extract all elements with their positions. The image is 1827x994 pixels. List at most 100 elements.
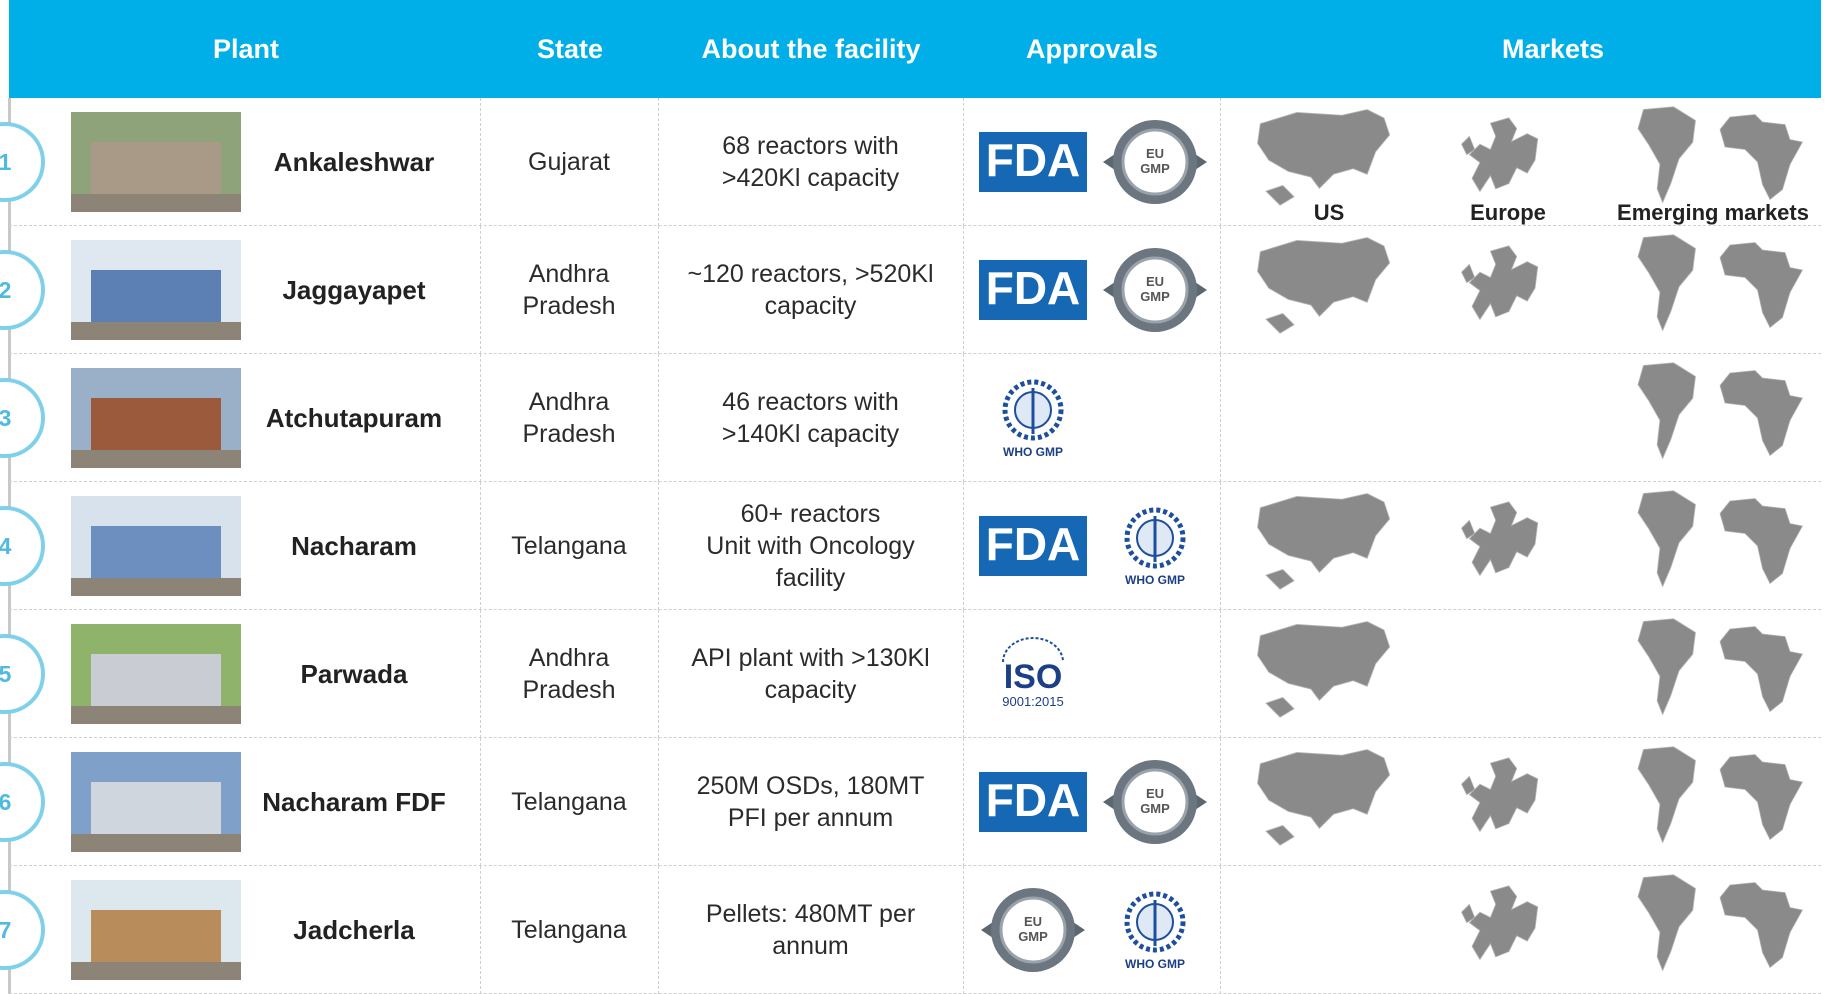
market-map <box>1629 744 1699 848</box>
market-label: US <box>1314 200 1345 226</box>
eu-text: GMP <box>1018 929 1048 944</box>
photo-building <box>91 142 221 197</box>
map-shape <box>1258 494 1390 590</box>
eu-text: EU <box>1146 146 1164 161</box>
column-divider <box>963 354 964 482</box>
about-cell: Pellets: 480MT perannum <box>658 866 963 994</box>
state-line: Andhra <box>529 642 610 674</box>
map-shape <box>1462 502 1538 576</box>
map-shape <box>1638 491 1695 587</box>
map-shape <box>1720 883 1803 968</box>
plant-name: Atchutapuram <box>239 354 469 482</box>
plant-photo <box>71 752 241 852</box>
page: PlantStateAbout the facilityApprovalsMar… <box>0 0 1827 994</box>
market-map <box>1451 874 1543 974</box>
market-map <box>1629 360 1699 464</box>
approval-logo: WHO GMP <box>1099 500 1211 592</box>
plant-photo <box>71 112 241 212</box>
plant-photo <box>71 496 241 596</box>
market-map <box>1629 488 1699 592</box>
about-line: Pellets: 480MT per <box>706 898 915 930</box>
map-shape <box>1720 115 1803 200</box>
about-cell: 60+ reactorsUnit with Oncologyfacility <box>658 482 963 610</box>
row-number: 4 <box>0 501 60 591</box>
map-shape <box>1638 363 1695 459</box>
photo-building <box>91 782 221 837</box>
photo-ground <box>71 706 241 724</box>
approval-logo: FDA <box>977 756 1089 848</box>
market-map <box>1629 232 1699 336</box>
row-number: 3 <box>0 373 60 463</box>
eu-text: EU <box>1146 786 1164 801</box>
market-map <box>1715 496 1805 586</box>
approval-logo: FDA <box>977 244 1089 336</box>
map-shape <box>1258 238 1390 334</box>
iso-text: ISO <box>1004 658 1063 696</box>
market-map <box>1451 106 1543 206</box>
state-cell: Gujarat <box>480 98 658 226</box>
state-line: Telangana <box>511 914 626 946</box>
market-map <box>1715 752 1805 842</box>
map-shape <box>1258 110 1390 206</box>
number-text: 1 <box>0 149 12 175</box>
column-divider <box>1220 98 1221 226</box>
about-cell: ~120 reactors, >520Klcapacity <box>658 226 963 354</box>
map-shape <box>1720 755 1803 840</box>
about-line: PFI per annum <box>728 802 893 834</box>
about-cell: 250M OSDs, 180MTPFI per annum <box>658 738 963 866</box>
photo-building <box>91 910 221 965</box>
state-cell: Telangana <box>480 738 658 866</box>
about-line: facility <box>776 562 845 594</box>
state-cell: AndhraPradesh <box>480 226 658 354</box>
table-row: Nacharam FDFTelangana250M OSDs, 180MTPFI… <box>9 738 1821 866</box>
state-line: Andhra <box>529 386 610 418</box>
market-map <box>1250 744 1400 848</box>
market-map <box>1451 490 1543 590</box>
eu-text: GMP <box>1140 801 1170 816</box>
header-cell: Plant <box>213 0 279 98</box>
state-cell: Telangana <box>480 866 658 994</box>
state-cell: AndhraPradesh <box>480 610 658 738</box>
state-line: Telangana <box>511 530 626 562</box>
about-line: >140Kl capacity <box>722 418 899 450</box>
column-divider <box>1220 354 1221 482</box>
column-divider <box>963 866 964 994</box>
market-map <box>1629 872 1699 976</box>
market-map <box>1250 232 1400 336</box>
market-map <box>1250 488 1400 592</box>
state-line: Pradesh <box>522 674 615 706</box>
market-map <box>1715 368 1805 458</box>
about-line: >420Kl capacity <box>722 162 899 194</box>
header-cell: State <box>537 0 603 98</box>
number-text: 6 <box>0 789 11 815</box>
market-map <box>1451 746 1543 846</box>
map-shape <box>1462 118 1538 192</box>
who-text: WHO GMP <box>1003 445 1063 459</box>
column-divider <box>963 98 964 226</box>
about-line: capacity <box>765 674 857 706</box>
photo-ground <box>71 962 241 980</box>
plant-name: Jaggayapet <box>239 226 469 354</box>
photo-building <box>91 526 221 581</box>
row-number: 1 <box>0 117 60 207</box>
approval-logo: FDA <box>977 116 1089 208</box>
approval-logo: EUGMP <box>1099 756 1211 848</box>
map-shape <box>1638 747 1695 843</box>
about-line: 60+ reactors <box>741 498 881 530</box>
plant-photo <box>71 880 241 980</box>
approval-logo: FDA <box>977 500 1089 592</box>
market-label: Emerging markets <box>1617 200 1809 226</box>
number-text: 5 <box>0 661 12 687</box>
approval-logo: WHO GMP <box>977 372 1089 464</box>
market-map <box>1451 234 1543 334</box>
table-row: ParwadaAndhraPradeshAPI plant with >130K… <box>9 610 1821 738</box>
map-shape <box>1720 243 1803 328</box>
photo-ground <box>71 578 241 596</box>
number-text: 3 <box>0 405 11 431</box>
